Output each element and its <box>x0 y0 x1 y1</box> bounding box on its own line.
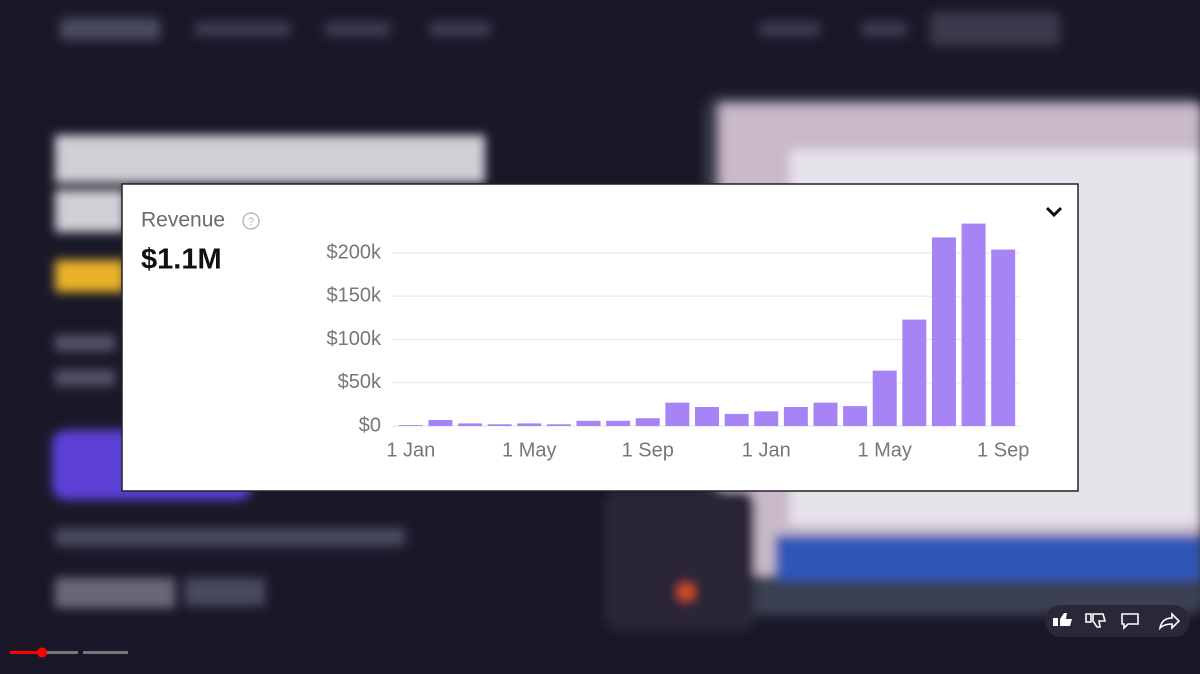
dislike-button[interactable] <box>1085 613 1107 628</box>
bar <box>695 406 719 426</box>
y-tick-label: $200k <box>327 241 382 263</box>
bar <box>991 249 1016 426</box>
progress-handle[interactable] <box>37 647 47 658</box>
bar <box>902 319 927 426</box>
plot: $0 $50k $100k $150k $200k 1 Jan 1 May 1 Sep 1 Ja… <box>327 223 1029 461</box>
bar <box>428 419 453 426</box>
bar <box>813 402 838 426</box>
x-tick-label: 1 Sep <box>977 439 1029 461</box>
x-tick-label: 1 Jan <box>386 439 435 461</box>
comment-button[interactable] <box>1121 613 1139 630</box>
bar <box>783 406 808 426</box>
progress-buffer <box>83 651 128 654</box>
bar <box>517 423 542 426</box>
x-tick-label: 1 May <box>857 439 911 461</box>
collapse-chevron[interactable] <box>1045 206 1063 218</box>
help-icon[interactable] <box>242 212 260 230</box>
help-icon-glyph: ? <box>248 216 254 228</box>
chart-subtitle: $1.1M <box>141 244 222 276</box>
like-button[interactable] <box>1053 613 1072 626</box>
x-tick-label: 1 Sep <box>622 439 674 461</box>
chart-title: Revenue <box>141 209 225 232</box>
progress-played <box>10 651 42 654</box>
bar <box>961 223 986 426</box>
bar <box>398 425 423 426</box>
bar <box>487 424 512 426</box>
bar <box>872 370 897 426</box>
bar <box>576 420 601 426</box>
action-bar <box>1045 605 1190 637</box>
y-tick-label: $50k <box>338 371 382 393</box>
share-button[interactable] <box>1158 612 1181 631</box>
bar <box>665 402 690 426</box>
bar <box>606 420 631 426</box>
x-tick-label: 1 May <box>502 439 556 461</box>
bar <box>931 237 956 426</box>
bar <box>635 418 660 426</box>
bar <box>754 411 779 426</box>
bar <box>843 406 868 426</box>
x-tick-label: 1 Jan <box>742 439 791 461</box>
bar <box>546 424 571 426</box>
bar <box>458 423 483 426</box>
y-tick-label: $0 <box>359 414 381 436</box>
y-tick-label: $150k <box>327 285 382 307</box>
bar <box>724 413 749 426</box>
y-tick-label: $100k <box>327 328 382 350</box>
